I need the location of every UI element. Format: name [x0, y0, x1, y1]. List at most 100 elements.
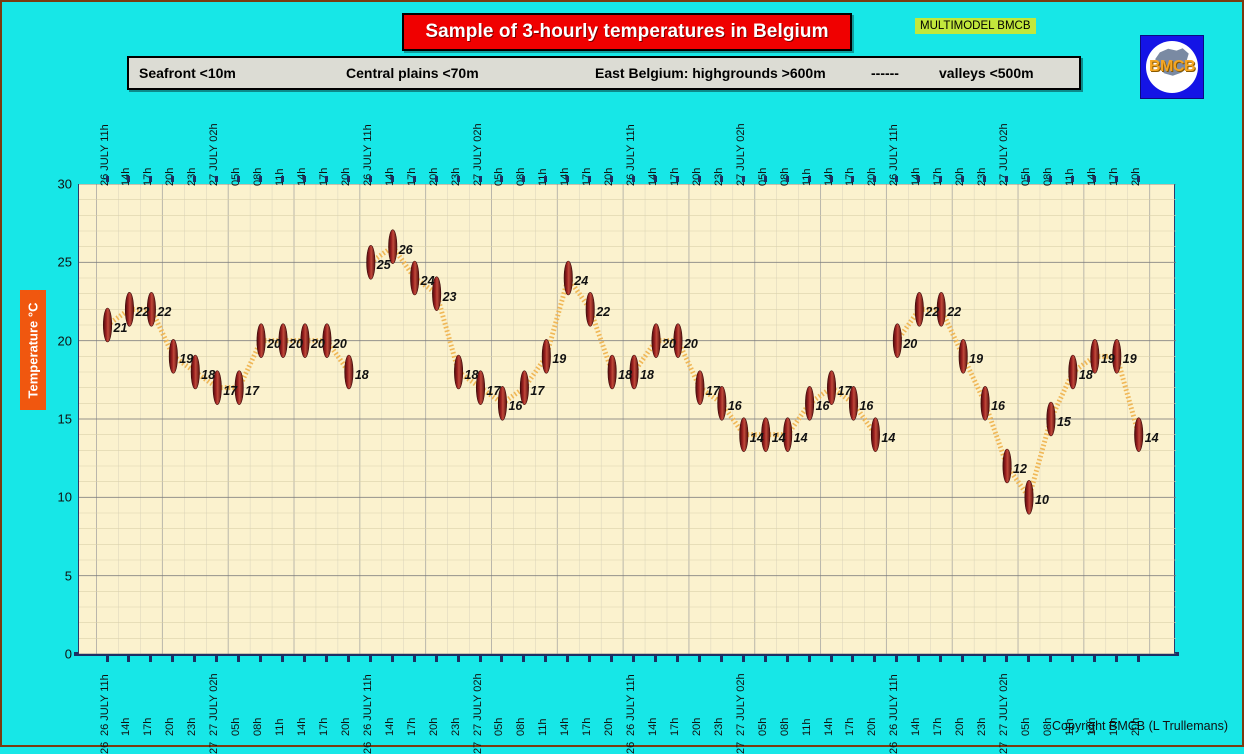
- x-axis-tick-label-bottom: 11h: [274, 718, 287, 736]
- x-axis-tick-label-top: 17h: [405, 167, 418, 186]
- x-axis-tick-label-top: 17h: [317, 167, 330, 186]
- data-point-label: 17: [837, 383, 852, 398]
- x-axis-tick-label-bottom: 14h: [383, 717, 396, 736]
- x-axis-day-mark: 27: [208, 741, 221, 754]
- x-axis-tick-label-top: 23h: [449, 167, 462, 186]
- x-axis-tick-label-bottom: 14h: [559, 717, 572, 736]
- data-point-label: 15: [1056, 415, 1071, 429]
- x-axis-tick-label-bottom: 14h: [295, 717, 308, 736]
- x-axis-tick-label-top: 17h: [1107, 167, 1120, 186]
- x-axis-tick-mark: [741, 176, 745, 182]
- data-point-label: 14: [1144, 430, 1159, 445]
- x-axis-tick-mark: [763, 656, 767, 662]
- x-axis-tick-label-top: 05h: [230, 167, 243, 186]
- x-axis-tick-mark: [675, 656, 679, 662]
- x-axis-tick-label-top: 20h: [427, 167, 440, 186]
- x-axis-tick-label-top: 05h: [1020, 167, 1032, 186]
- x-axis-tick-mark: [697, 176, 701, 182]
- x-axis-tick-label-top: 08h: [778, 167, 791, 186]
- page-title-text: Sample of 3-hourly temperatures in Belgi…: [425, 21, 829, 42]
- x-axis-day-mark: 27: [998, 741, 1011, 754]
- x-axis-tick-label-bottom: 23h: [712, 717, 725, 736]
- x-axis-tick-label-bottom: 11h: [537, 718, 550, 736]
- x-axis-tick-mark: [1048, 176, 1052, 182]
- x-axis-tick-mark: [215, 656, 219, 662]
- x-axis-tick-label-bottom: 20h: [164, 717, 177, 736]
- x-axis-tick-label-bottom: 17h: [581, 717, 594, 736]
- x-axis-tick-label-top: 11h: [537, 168, 550, 186]
- x-axis-tick-label-top: 17h: [844, 167, 857, 186]
- x-axis-tick-mark: [237, 656, 241, 662]
- data-point-label: 14: [793, 430, 808, 445]
- bmcb-logo: BMCB: [1140, 35, 1204, 99]
- data-point-label: 18: [1078, 368, 1093, 382]
- y-axis-tick-label: 15: [57, 411, 72, 427]
- x-axis-tick-mark: [763, 176, 767, 182]
- data-point-label: 24: [574, 274, 589, 288]
- data-point-label: 22: [925, 305, 940, 320]
- x-axis-tick-label-bottom: 11h: [800, 718, 813, 736]
- x-axis-tick-label-top: 11h: [800, 168, 813, 186]
- legend-item-valleys: valleys <500m: [939, 65, 1034, 81]
- y-axis-ticks: 0 5 10 15 20 25 30: [28, 177, 72, 662]
- x-axis-tick-mark: [193, 656, 197, 662]
- data-point-label: 19: [969, 352, 984, 367]
- x-axis-tick-mark: [434, 656, 438, 662]
- x-axis-tick-mark: [368, 656, 372, 662]
- x-axis-tick-mark: [500, 656, 504, 662]
- data-point-label: 18: [354, 368, 369, 382]
- logo-label: BMCB: [1149, 58, 1196, 75]
- x-axis-tick-label-top: 14h: [822, 167, 835, 186]
- data-point-label: 17: [245, 383, 260, 398]
- data-point-label: 20: [310, 336, 325, 351]
- x-axis-tick-label-bottom: 05h: [230, 717, 243, 736]
- x-axis-tick-label-top: 14h: [1085, 167, 1098, 186]
- data-point-label: 19: [552, 352, 567, 367]
- x-axis-tick-label-bottom: 14h: [120, 717, 133, 736]
- x-axis-tick-mark: [610, 656, 614, 662]
- x-axis-tick-label-top: 20h: [339, 167, 352, 186]
- data-point-label: 19: [179, 352, 194, 367]
- x-axis-tick-mark: [1027, 656, 1030, 662]
- x-axis-tick-label-bottom: 20h: [339, 717, 352, 736]
- data-point-label: 14: [771, 430, 786, 445]
- x-axis-tick-mark: [961, 176, 965, 182]
- x-axis-tick-label-top: 20h: [690, 167, 703, 186]
- data-point-label: 18: [618, 368, 633, 382]
- data-point-label: 10: [1035, 493, 1049, 508]
- x-axis-tick-mark: [741, 656, 745, 662]
- x-axis-tick-label-bottom: 05h: [756, 717, 769, 736]
- data-point-label: 20: [267, 336, 281, 351]
- x-axis-tick-mark: [434, 176, 438, 182]
- data-point-label: 18: [464, 368, 479, 382]
- x-axis-tick-mark: [544, 656, 548, 662]
- x-axis-tick-mark: [719, 176, 723, 182]
- x-axis-tick-mark: [873, 656, 877, 662]
- x-axis-tick-mark: [302, 176, 306, 182]
- x-axis-tick-mark: [785, 176, 789, 182]
- x-axis-tick-label-bottom: 17h: [932, 717, 945, 736]
- data-point-label: 23: [442, 289, 457, 304]
- x-axis-tick-label-top: 14h: [910, 167, 923, 186]
- x-axis-tick-label-bottom: 23h: [976, 717, 989, 736]
- x-axis-tick-label-bottom: 17h: [142, 717, 155, 736]
- x-axis-tick-label-top: 14h: [383, 167, 396, 186]
- x-axis-tick-mark: [412, 656, 416, 662]
- x-axis-tick-label-top: 23h: [976, 167, 989, 186]
- x-axis-tick-label-bottom: 17h: [405, 717, 418, 736]
- data-point-label: 26: [398, 242, 413, 257]
- data-point-label: 21: [113, 321, 128, 335]
- x-axis-tick-mark: [675, 176, 679, 182]
- x-axis-tick-mark: [390, 176, 394, 182]
- x-axis-line: [74, 652, 1179, 656]
- x-axis-tick-label-bottom: 17h: [668, 717, 681, 736]
- x-axis-tick-label-bottom: 14h: [647, 717, 660, 736]
- x-axis-tick-label-bottom: 23h: [449, 717, 462, 736]
- x-axis-tick-mark: [1048, 656, 1052, 662]
- y-axis-title: Temperature °C: [20, 290, 46, 410]
- x-axis-tick-label-top: 26 JULY 11h: [625, 124, 638, 186]
- x-axis-tick-label-bottom: 17h: [317, 717, 330, 736]
- x-axis-tick-label-bottom: 26 JULY 11h: [361, 674, 374, 736]
- x-axis-tick-mark: [1070, 656, 1074, 662]
